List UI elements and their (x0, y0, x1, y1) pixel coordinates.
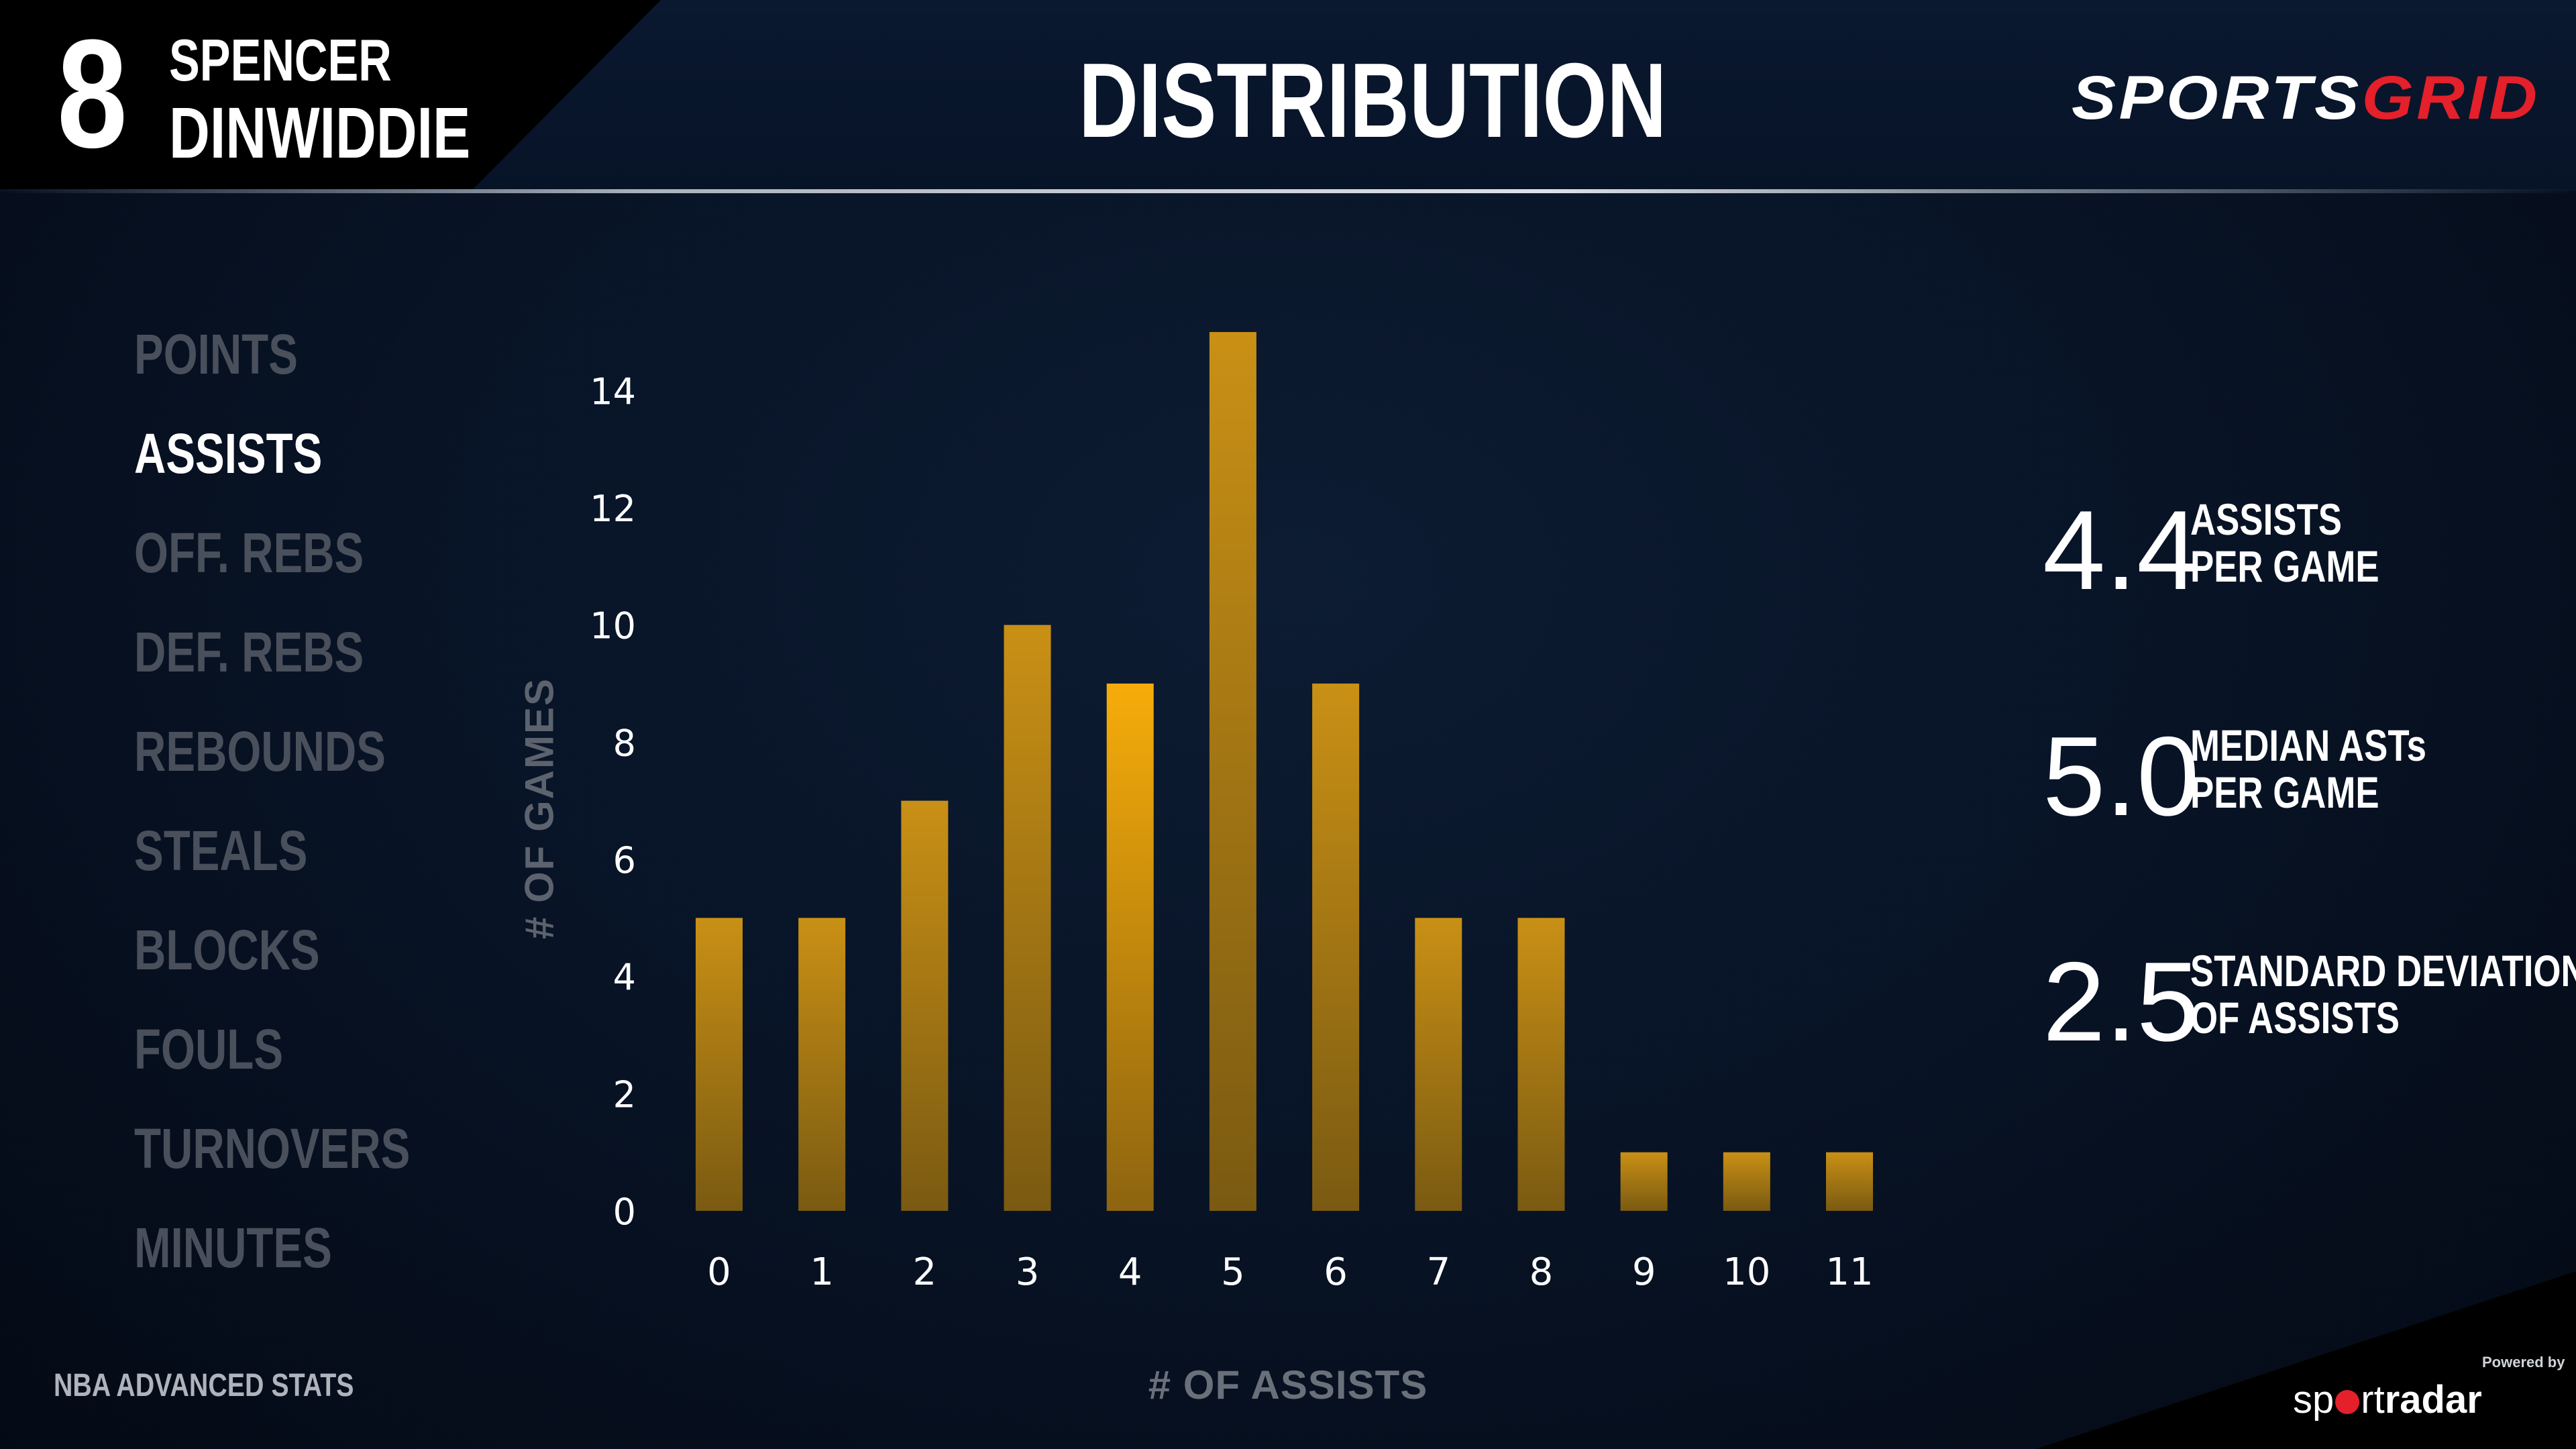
y-tick-label: 14 (590, 370, 636, 413)
stat-nav-item-turnovers[interactable]: TURNOVERS (134, 1117, 411, 1180)
y-tick-label: 8 (613, 722, 636, 764)
bar-2 (901, 800, 949, 1211)
y-tick-label: 4 (613, 957, 636, 999)
x-tick-label: 11 (1825, 1250, 1873, 1294)
stat-nav-item-steals[interactable]: STEALS (134, 819, 308, 882)
y-tick-label: 6 (613, 839, 636, 881)
partner-part-2: rt (2361, 1378, 2385, 1421)
bar-7 (1415, 918, 1462, 1211)
kpi-label-line2: OF ASSISTS (2190, 993, 2400, 1042)
bar-1 (798, 918, 846, 1211)
brand-part-1: SPORTS (2072, 64, 2362, 132)
x-tick-label: 7 (1426, 1250, 1450, 1294)
kpi-value: 4.4 (2043, 487, 2200, 613)
kpi-value: 5.0 (2043, 713, 2200, 839)
bar-11 (1826, 1152, 1873, 1211)
x-axis-title: # OF ASSISTS (1148, 1362, 1428, 1407)
x-tick-label: 3 (1016, 1250, 1040, 1294)
bar-4 (1106, 683, 1154, 1211)
y-tick-label: 12 (590, 488, 636, 530)
stat-nav-item-fouls[interactable]: FOULS (134, 1018, 284, 1081)
header-divider (0, 189, 2576, 193)
stat-nav-item-off-rebs[interactable]: OFF. REBS (134, 521, 364, 584)
player-last-name: DINWIDDIE (169, 92, 471, 173)
bar-9 (1620, 1152, 1668, 1211)
kpi-value: 2.5 (2043, 938, 2200, 1065)
partner-part-1: sp (2293, 1378, 2334, 1421)
sportsgrid-logo: SPORTSGRID (2072, 64, 2540, 131)
powered-by-label: Powered by (2482, 1354, 2565, 1371)
kpi-label-line1: STANDARD DEVIATION (2190, 946, 2576, 996)
kpi-label: MEDIAN ASTs PER GAME (2190, 722, 2426, 816)
bar-5 (1209, 331, 1256, 1211)
partner-part-3: radar (2384, 1378, 2482, 1421)
x-tick-label: 6 (1324, 1250, 1348, 1294)
x-tick-label: 4 (1118, 1250, 1142, 1294)
data-source-label: NBA ADVANCED STATS (54, 1368, 354, 1403)
stat-nav-item-blocks[interactable]: BLOCKS (134, 918, 320, 981)
radar-dot-icon (2335, 1390, 2360, 1414)
kpi-label-line2: PER GAME (2190, 767, 2379, 817)
stat-nav-item-assists[interactable]: ASSISTS (134, 422, 323, 485)
kpi-label: ASSISTS PER GAME (2190, 496, 2379, 590)
bar-0 (696, 918, 743, 1211)
x-tick-label: 8 (1529, 1250, 1554, 1294)
sportradar-logo: sp rtradar (2293, 1377, 2482, 1424)
jersey-number: 8 (57, 7, 127, 180)
kpi-label-line2: PER GAME (2190, 541, 2379, 591)
bar-3 (1004, 625, 1051, 1211)
x-tick-label: 1 (810, 1250, 834, 1294)
x-tick-label: 5 (1221, 1250, 1245, 1294)
player-first-name: SPENCER (169, 27, 392, 93)
x-tick-label: 10 (1723, 1250, 1770, 1294)
y-tick-label: 0 (613, 1191, 636, 1233)
stat-nav-item-def-rebs[interactable]: DEF. REBS (134, 621, 364, 684)
kpi-label: STANDARD DEVIATION OF ASSISTS (2190, 947, 2576, 1041)
stat-nav-item-rebounds[interactable]: REBOUNDS (134, 720, 386, 783)
x-tick-label: 9 (1632, 1250, 1656, 1294)
stat-nav-item-points[interactable]: POINTS (134, 323, 298, 386)
x-tick-label: 2 (913, 1250, 937, 1294)
stat-nav-item-minutes[interactable]: MINUTES (134, 1216, 332, 1279)
brand-part-2: GRID (2361, 64, 2540, 132)
y-axis-title: # OF GAMES (517, 677, 562, 940)
kpi-label-line1: MEDIAN ASTs (2190, 720, 2427, 770)
bar-10 (1723, 1152, 1770, 1211)
x-tick-label: 0 (707, 1250, 731, 1294)
y-tick-label: 2 (613, 1073, 636, 1116)
bar-6 (1312, 683, 1360, 1211)
kpi-label-line1: ASSISTS (2190, 494, 2342, 544)
bar-8 (1517, 918, 1565, 1211)
y-tick-label: 10 (590, 605, 636, 647)
